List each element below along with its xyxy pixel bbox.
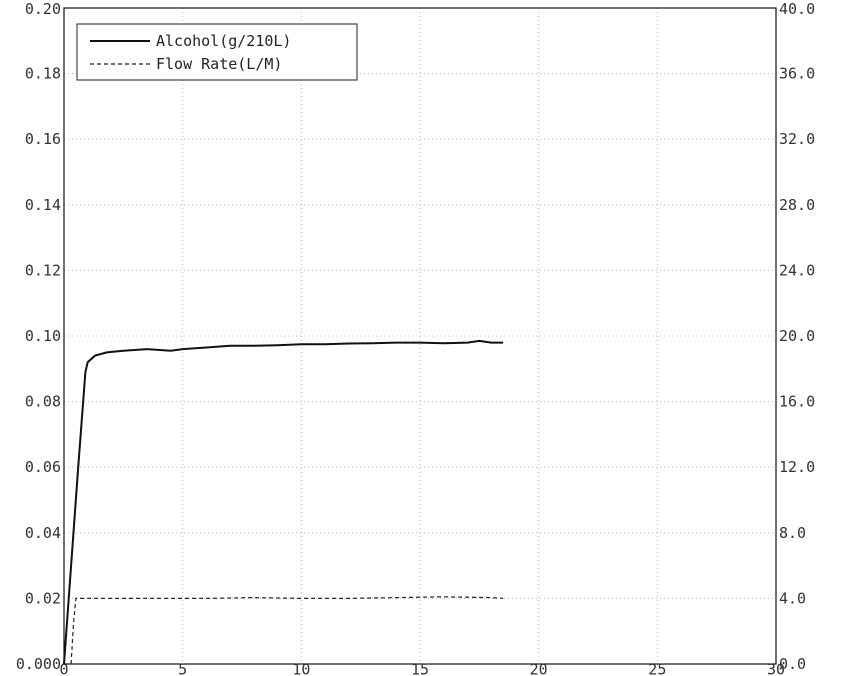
y-tick-label: 0.08	[25, 393, 61, 411]
y-tick-label: 0.20	[25, 0, 61, 18]
y-tick-label: 0.10	[25, 327, 61, 345]
x-tick-label: 30	[767, 660, 785, 676]
legend: Alcohol(g/210L) Flow Rate(L/M)	[76, 23, 358, 81]
y2-tick-label: 4.0	[779, 589, 806, 607]
x-tick-label: 20	[530, 660, 548, 676]
y2-tick-label: 24.0	[779, 261, 815, 279]
y2-tick-label: 0.0	[779, 655, 806, 673]
y2-tick-label: 28.0	[779, 196, 815, 214]
y-tick-label: 0.18	[25, 65, 61, 83]
y2-tick-label: 40.0	[779, 0, 815, 18]
series-line-flow-rate	[70, 596, 504, 665]
y-tick-label: 0.04	[25, 524, 61, 542]
plot-frame	[63, 7, 777, 665]
x-tick-label: 10	[292, 660, 310, 676]
y2-tick-label: 20.0	[779, 327, 815, 345]
y-tick-label: 0.02	[25, 589, 61, 607]
y-tick-label: 0.16	[25, 130, 61, 148]
y2-tick-label: 16.0	[779, 393, 815, 411]
x-tick-label: 0	[59, 660, 68, 676]
y-tick-label: 0.06	[25, 458, 61, 476]
legend-label-alcohol: Alcohol(g/210L)	[156, 32, 291, 50]
grid-lines	[64, 8, 776, 664]
y2-tick-label: 36.0	[779, 65, 815, 83]
series-lines	[63, 339, 504, 665]
x-tick-label: 25	[648, 660, 666, 676]
tick-labels: 0 5 10 15 20 25 30 0.000 0.02 0.04 0.06 0.08 0.10 0.1…	[16, 0, 815, 676]
series-line-alcohol	[63, 339, 504, 665]
y2-tick-label: 12.0	[779, 458, 815, 476]
legend-label-flow-rate: Flow Rate(L/M)	[156, 55, 282, 73]
y-tick-label: 0.000	[16, 655, 61, 673]
legend-box	[76, 23, 358, 81]
y2-tick-label: 8.0	[779, 524, 806, 542]
x-tick-label: 15	[411, 660, 429, 676]
y-tick-label: 0.14	[25, 196, 61, 214]
y-tick-label: 0.12	[25, 261, 61, 279]
y2-tick-label: 32.0	[779, 130, 815, 148]
x-tick-label: 5	[178, 660, 187, 676]
